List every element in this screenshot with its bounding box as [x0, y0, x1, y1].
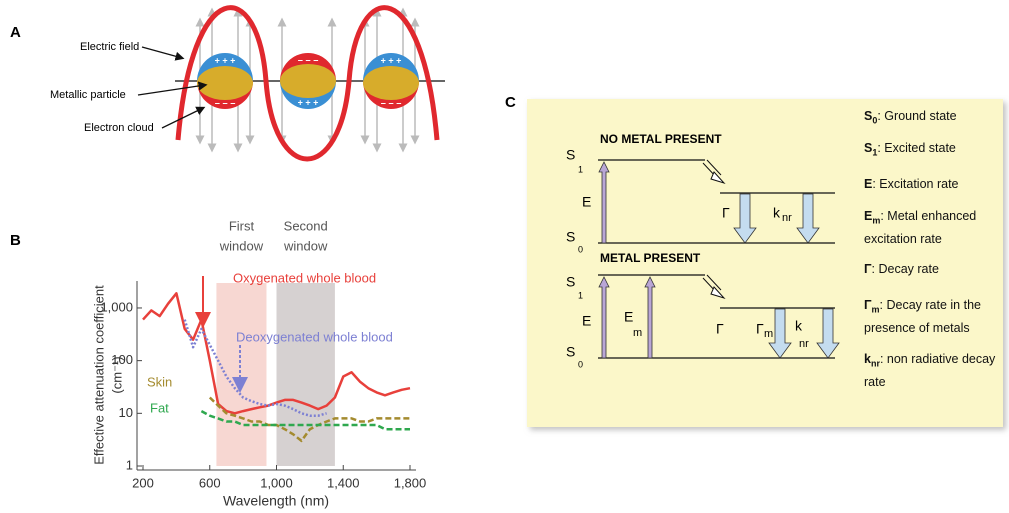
charge: + + +	[381, 55, 402, 65]
panel-label: B	[10, 232, 21, 249]
label: Electric field	[80, 41, 139, 53]
leader-lines	[138, 47, 205, 128]
legend-symbol: S1	[864, 141, 877, 155]
level-sub: 1	[578, 290, 583, 300]
legend-text: : Decay rate in the presence of metals	[864, 298, 981, 335]
rate-sub: m	[764, 328, 773, 340]
x-tick-label: 1,000	[260, 475, 293, 490]
rate-label: E	[582, 313, 591, 329]
window-label: window	[283, 238, 328, 253]
legend-item: S0: Ground state	[864, 107, 1004, 130]
level-label: S	[566, 147, 575, 163]
legend-symbol: Em	[864, 209, 880, 223]
legend-text: : Decay rate	[872, 262, 939, 276]
legend-symbol: Γm	[864, 298, 880, 312]
page: {"panel_a": {"label": "A", "electric_fie…	[0, 0, 1009, 513]
figure: A + + + − − − − − − + + + + + + − − −	[0, 0, 1009, 513]
symbol: Γ	[864, 262, 872, 276]
window-label: Second	[284, 218, 328, 233]
panel-label: C	[505, 94, 516, 111]
rate-sub: m	[633, 327, 642, 339]
symbol-sub: m	[872, 305, 880, 315]
rate-label: k	[773, 205, 781, 221]
label: Metallic particle	[50, 89, 126, 101]
rate-label: Γ	[722, 205, 730, 221]
series-label: Deoxygenated whole blood	[236, 329, 393, 344]
legend-item: knr: non radiative decay rate	[864, 350, 1004, 391]
level-label: S	[566, 344, 575, 360]
plot-background	[216, 283, 334, 466]
y-tick-label: 100	[111, 352, 133, 367]
charge: − − −	[298, 55, 319, 65]
particle: − − − + + +	[280, 53, 336, 109]
rate-label: E	[624, 309, 633, 325]
symbol-sub: nr	[871, 359, 880, 369]
rate-sub: nr	[782, 212, 792, 224]
x-tick-label: 200	[132, 475, 154, 490]
legend-symbol: Γ	[864, 262, 872, 276]
charge: − − −	[381, 98, 402, 108]
series-label: Skin	[147, 374, 172, 389]
legend-symbol: S0	[864, 109, 877, 123]
label: Electron cloud	[84, 122, 154, 134]
rate-label: Γ	[756, 321, 764, 337]
x-tick-label: 1,400	[327, 475, 360, 490]
rate-label: E	[582, 194, 591, 210]
symbol: k	[864, 352, 871, 366]
rate-label: k	[795, 318, 803, 334]
particle: + + + − − −	[197, 53, 253, 109]
x-axis-label: Wavelength (nm)	[223, 493, 329, 509]
legend-item: E: Excitation rate	[864, 175, 1004, 193]
window-band	[277, 283, 335, 466]
legend-text: : non radiative decay rate	[864, 352, 995, 389]
charge: + + +	[298, 97, 319, 107]
legend-text: : Ground state	[877, 109, 956, 123]
particle: + + + − − −	[363, 53, 419, 109]
x-tick-label: 1,800	[394, 475, 427, 490]
legend-text: : Excitation rate	[872, 177, 958, 191]
rate-label: Γ	[716, 321, 724, 337]
window-label: window	[219, 238, 264, 253]
legend-text: : Metal enhanced excitation rate	[864, 209, 976, 246]
y-tick-label: 10	[119, 405, 133, 420]
legend-item: Em: Metal enhanced excitation rate	[864, 207, 1004, 248]
series-label: Oxygenated whole blood	[233, 270, 376, 285]
panel-label: A	[10, 24, 21, 41]
panel-b: B Wavelength (nm) Effective attenuation …	[10, 218, 426, 508]
x-tick-label: 600	[199, 475, 221, 490]
level-label: S	[566, 229, 575, 245]
condition-label: METAL PRESENT	[600, 251, 701, 265]
legend-text: : Excited state	[877, 141, 956, 155]
charge: − − −	[215, 98, 236, 108]
series-label: Fat	[150, 400, 169, 415]
rate-sub: nr	[799, 338, 809, 350]
y-tick-label: 1,000	[100, 299, 133, 314]
y-tick-label: 1	[126, 457, 133, 472]
legend-item: Γm: Decay rate in the presence of metals	[864, 296, 1004, 337]
symbol: Γ	[864, 298, 872, 312]
charge: + + +	[215, 55, 236, 65]
level-label: S	[566, 274, 575, 290]
panel-a: A + + + − − − − − − + + + + + + − − −	[10, 8, 445, 159]
level-sub: 0	[578, 359, 583, 369]
legend-item: Γ: Decay rate	[864, 260, 1004, 278]
level-sub: 0	[578, 244, 583, 254]
legend-symbol: knr	[864, 352, 880, 366]
window-label: First	[229, 218, 255, 233]
condition-label: NO METAL PRESENT	[600, 132, 722, 146]
level-sub: 1	[578, 164, 583, 174]
legend-item: S1: Excited state	[864, 139, 1004, 162]
window-band	[216, 283, 266, 466]
